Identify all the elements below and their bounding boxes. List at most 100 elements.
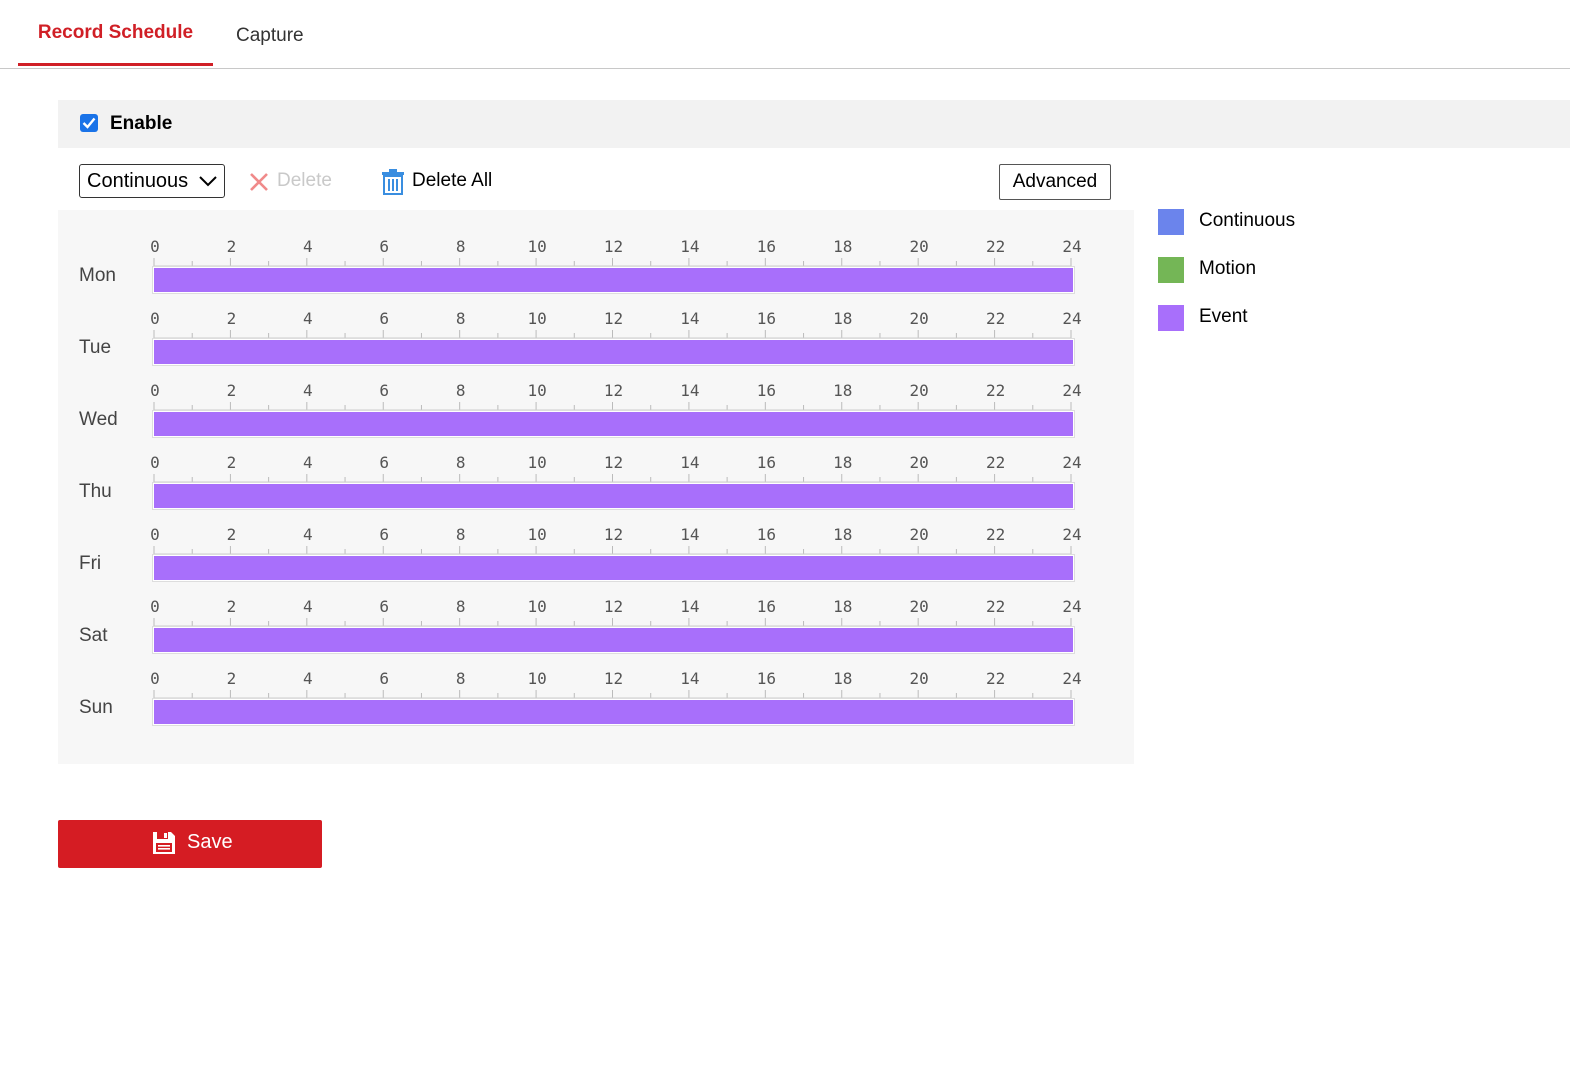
- hour-tick-label: 4: [303, 237, 313, 256]
- trash-icon: [382, 169, 404, 195]
- record-type-select[interactable]: Continuous: [79, 164, 225, 198]
- hour-tick-label: 2: [226, 669, 237, 688]
- close-x-icon: [250, 173, 268, 191]
- save-button[interactable]: Save: [58, 820, 322, 868]
- hour-tick-label: 14: [680, 597, 700, 616]
- hour-tick-label: 18: [833, 453, 853, 472]
- hour-tick-label: 18: [833, 597, 853, 616]
- hour-tick-label: 6: [379, 597, 390, 616]
- record-type-value: Continuous: [87, 170, 189, 192]
- hour-tick-label: 24: [1062, 381, 1082, 400]
- day-label: Thu: [79, 481, 112, 502]
- hour-tick-label: 12: [603, 237, 624, 256]
- hour-tick-label: 24: [1062, 597, 1082, 616]
- hour-tick-label: 4: [303, 669, 313, 688]
- day-row-mon: Mon 0 2 4 6 8 10 12 14 16 18 20 22 24: [58, 210, 1134, 294]
- hour-tick-label: 6: [379, 453, 390, 472]
- hour-tick-label: 8: [455, 669, 466, 688]
- delete-label: Delete: [277, 170, 332, 191]
- save-label: Save: [187, 831, 233, 853]
- chevron-down-icon: [199, 176, 217, 187]
- hour-tick-label: 10: [527, 669, 547, 688]
- hour-tick-label: 4: [303, 597, 313, 616]
- hour-tick-label: 2: [226, 453, 237, 472]
- hour-tick-label: 2: [226, 309, 237, 328]
- schedule-segment-event[interactable]: [154, 268, 1073, 292]
- hour-tick-label: 18: [833, 309, 853, 328]
- hour-tick-label: 10: [527, 597, 547, 616]
- hour-tick-label: 6: [379, 669, 390, 688]
- schedule-segment-event[interactable]: [154, 556, 1073, 580]
- hour-tick-label: 12: [603, 453, 624, 472]
- hour-tick-label: 0: [150, 669, 160, 688]
- hour-tick-label: 2: [226, 237, 237, 256]
- hour-tick-label: 20: [909, 525, 929, 544]
- hour-tick-label: 16: [756, 525, 776, 544]
- delete-all-label: Delete All: [412, 170, 493, 191]
- hour-tick-label: 22: [985, 525, 1006, 544]
- day-row-wed: Wed 0 2 4 6 8 10 12 14 16 18 20 22 24: [58, 354, 1134, 438]
- day-label: Wed: [79, 409, 118, 430]
- hour-tick-label: 22: [985, 597, 1006, 616]
- hour-tick-label: 0: [150, 597, 160, 616]
- hour-tick-label: 16: [756, 381, 776, 400]
- hour-tick-label: 2: [226, 525, 237, 544]
- tab-capture[interactable]: Capture: [236, 25, 304, 46]
- hour-tick-label: 12: [603, 669, 624, 688]
- tab-record-schedule[interactable]: Record Schedule: [18, 22, 213, 66]
- hour-tick-label: 24: [1062, 237, 1082, 256]
- schedule-segment-event[interactable]: [154, 700, 1073, 724]
- legend-swatch: [1158, 305, 1184, 331]
- hour-tick-label: 4: [303, 525, 313, 544]
- enable-label: Enable: [110, 113, 173, 134]
- day-label: Fri: [79, 553, 102, 574]
- day-row-tue: Tue 0 2 4 6 8 10 12 14 16 18 20 22 24: [58, 282, 1134, 366]
- checkmark-icon: [82, 117, 96, 129]
- schedule-segment-event[interactable]: [154, 484, 1073, 508]
- hour-tick-label: 14: [680, 453, 700, 472]
- day-row-sun: Sun 0 2 4 6 8 10 12 14 16 18 20 22 24: [58, 642, 1134, 726]
- day-label: Sat: [79, 625, 108, 646]
- floppy-disk-icon: [153, 832, 175, 854]
- hour-tick-label: 22: [985, 453, 1006, 472]
- legend-label: Event: [1199, 306, 1248, 327]
- day-label: Mon: [79, 265, 116, 286]
- hour-tick-label: 16: [756, 669, 776, 688]
- enable-bar: Enable: [58, 100, 1570, 148]
- hour-tick-label: 12: [603, 309, 624, 328]
- hour-tick-label: 14: [680, 309, 700, 328]
- day-row-fri: Fri 0 2 4 6 8 10 12 14 16 18 20 22 24: [58, 498, 1134, 582]
- hour-tick-label: 22: [985, 309, 1006, 328]
- hour-tick-label: 12: [603, 525, 624, 544]
- hour-tick-label: 20: [909, 597, 929, 616]
- hour-tick-label: 24: [1062, 453, 1082, 472]
- hour-tick-label: 18: [833, 669, 853, 688]
- legend-swatch: [1158, 257, 1184, 283]
- schedule-segment-event[interactable]: [154, 340, 1073, 364]
- hour-tick-label: 8: [455, 453, 466, 472]
- hour-tick-label: 12: [603, 381, 624, 400]
- hour-tick-label: 8: [455, 381, 466, 400]
- hour-tick-label: 14: [680, 669, 700, 688]
- schedule-segment-event[interactable]: [154, 412, 1073, 436]
- day-label: Tue: [79, 337, 112, 358]
- enable-checkbox[interactable]: [80, 114, 98, 132]
- hour-tick-label: 22: [985, 669, 1006, 688]
- hour-tick-label: 16: [756, 597, 776, 616]
- hour-tick-label: 8: [455, 237, 466, 256]
- hour-tick-label: 14: [680, 237, 700, 256]
- hour-tick-label: 16: [756, 453, 776, 472]
- hour-tick-label: 0: [150, 525, 160, 544]
- hour-tick-label: 0: [150, 381, 160, 400]
- hour-tick-label: 24: [1062, 525, 1082, 544]
- hour-tick-label: 6: [379, 525, 390, 544]
- hour-tick-label: 8: [455, 309, 466, 328]
- hour-tick-label: 20: [909, 669, 929, 688]
- advanced-button[interactable]: Advanced: [999, 164, 1111, 200]
- hour-tick-label: 12: [603, 597, 624, 616]
- hour-tick-label: 22: [985, 237, 1006, 256]
- hour-tick-label: 2: [226, 597, 237, 616]
- hour-tick-label: 10: [527, 381, 547, 400]
- hour-tick-label: 22: [985, 381, 1006, 400]
- schedule-segment-event[interactable]: [154, 628, 1073, 652]
